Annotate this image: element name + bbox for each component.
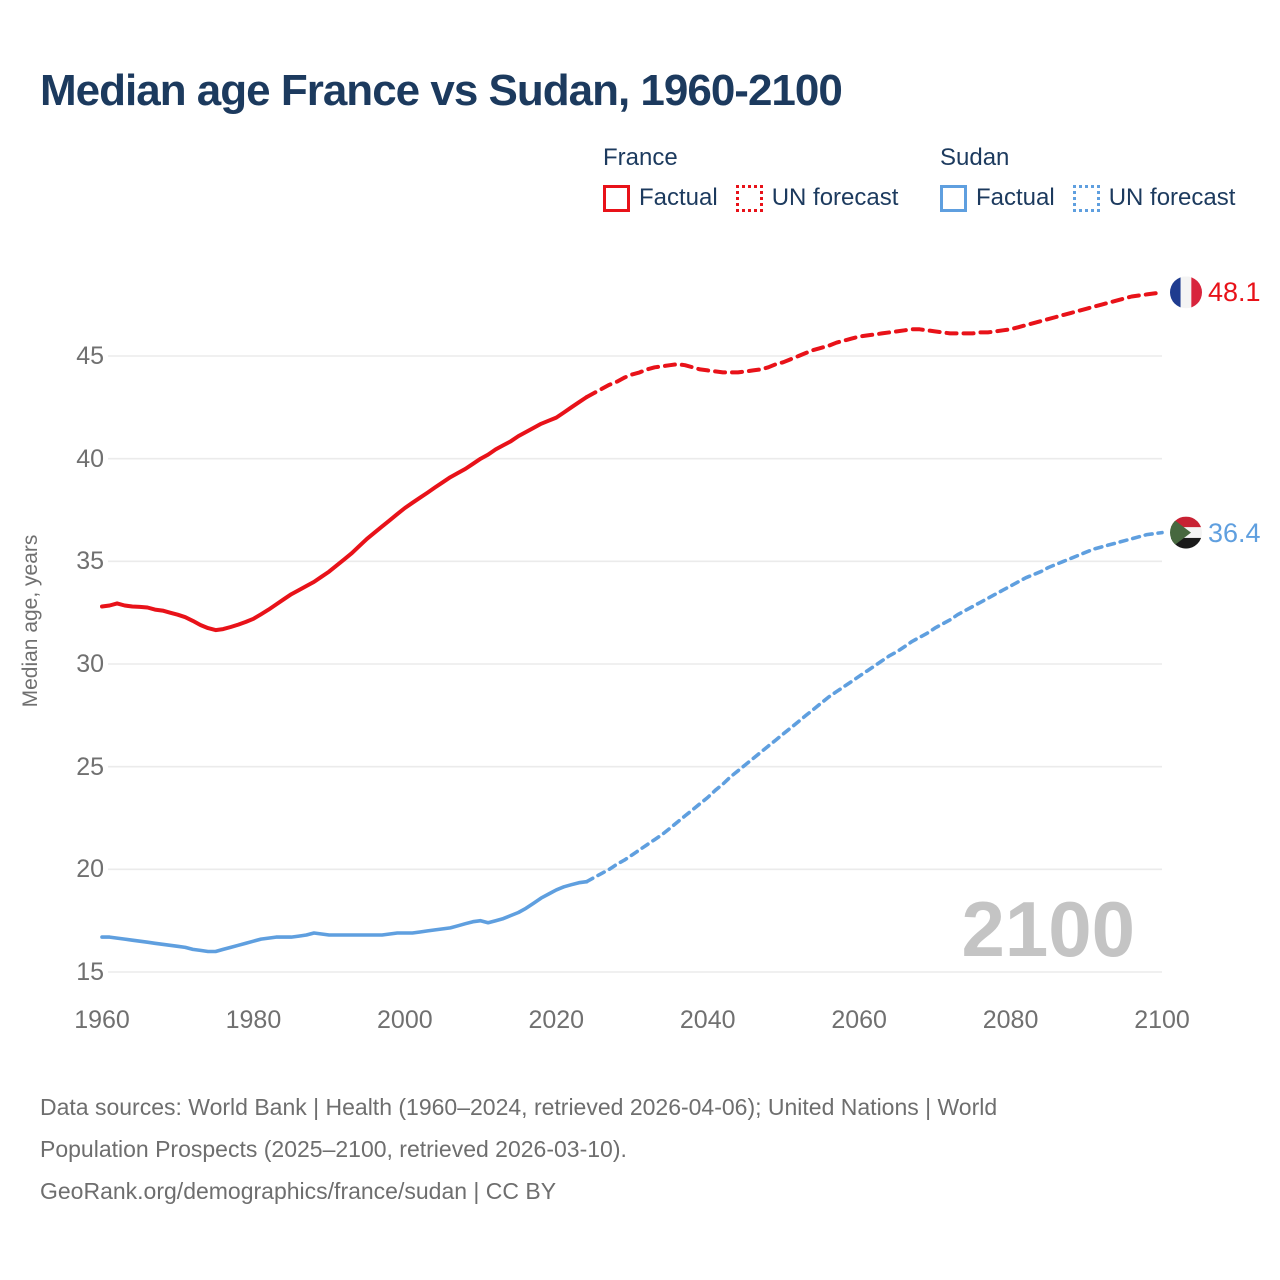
france-flag-icon: [1170, 276, 1202, 309]
legend-label: Factual: [639, 184, 718, 211]
legend-france-items: Factual UN forecast: [603, 184, 898, 212]
x-axis-tick-2040: 2040: [679, 1006, 736, 1034]
legend-item-sudan-factual: Factual: [940, 184, 1055, 212]
legend-item-sudan-forecast: UN forecast: [1072, 184, 1236, 212]
legend-group-france: France Factual UN forecast: [603, 144, 898, 212]
sudan-forecast-swatch-icon: [1072, 184, 1100, 212]
legend-group-sudan: Sudan Factual UN forecast: [940, 144, 1235, 212]
chart-title: Median age France vs Sudan, 1960-2100: [40, 66, 843, 115]
series-line-france-solid: [100, 395, 589, 633]
x-axis-tick-2060: 2060: [831, 1006, 887, 1034]
france-factual-swatch-icon: [603, 184, 630, 212]
legend-sudan-items: Factual UN forecast: [940, 184, 1235, 212]
series-line-sudan-solid: [100, 879, 589, 954]
legend-label: UN forecast: [771, 184, 899, 211]
x-axis-tick-2080: 2080: [982, 1006, 1039, 1034]
y-axis-tick-40: 40: [76, 444, 104, 473]
x-axis-tick-1960: 1960: [74, 1006, 130, 1034]
legend-france-name: France: [603, 144, 678, 171]
legend-item-france-forecast: UN forecast: [735, 184, 899, 212]
y-axis-tick-25: 25: [76, 752, 104, 781]
x-axis-tick-2020: 2020: [528, 1006, 585, 1034]
france-forecast-swatch-icon: [735, 184, 763, 212]
france-end-value-label: 48.1: [1208, 277, 1261, 308]
series-line-sudan-dashed: [584, 530, 1164, 884]
x-axis-tick-2000: 2000: [377, 1006, 433, 1034]
y-axis-tick-45: 45: [76, 342, 104, 370]
x-axis-tick-1980: 1980: [225, 1006, 282, 1034]
legend-sudan-name: Sudan: [940, 144, 1010, 171]
sudan-factual-swatch-icon: [940, 184, 967, 212]
legend-item-france-factual: Factual: [603, 184, 718, 212]
x-axis-tick-2100: 2100: [1134, 1006, 1190, 1034]
y-axis-tick-30: 30: [76, 650, 104, 678]
series-line-france-dashed: [584, 290, 1164, 400]
y-axis-tick-20: 20: [76, 855, 104, 884]
y-axis-tick-35: 35: [76, 547, 104, 576]
footer-sources-line-2: Population Prospects (2025–2100, retriev…: [40, 1136, 627, 1162]
footer-url-line: GeoRank.org/demographics/france/sudan | …: [40, 1178, 557, 1204]
watermark-year: 2100: [961, 885, 1135, 973]
sudan-end-value-label: 36.4: [1208, 517, 1261, 548]
legend-label: Factual: [976, 184, 1055, 211]
footer-attribution: Data sources: World Bank | Health (1960–…: [40, 1086, 1220, 1212]
sudan-flag-icon: [1170, 516, 1202, 549]
legend-label: UN forecast: [1108, 184, 1236, 211]
footer-sources-line-1: Data sources: World Bank | Health (1960–…: [40, 1094, 998, 1120]
y-axis-tick-15: 15: [76, 958, 104, 986]
